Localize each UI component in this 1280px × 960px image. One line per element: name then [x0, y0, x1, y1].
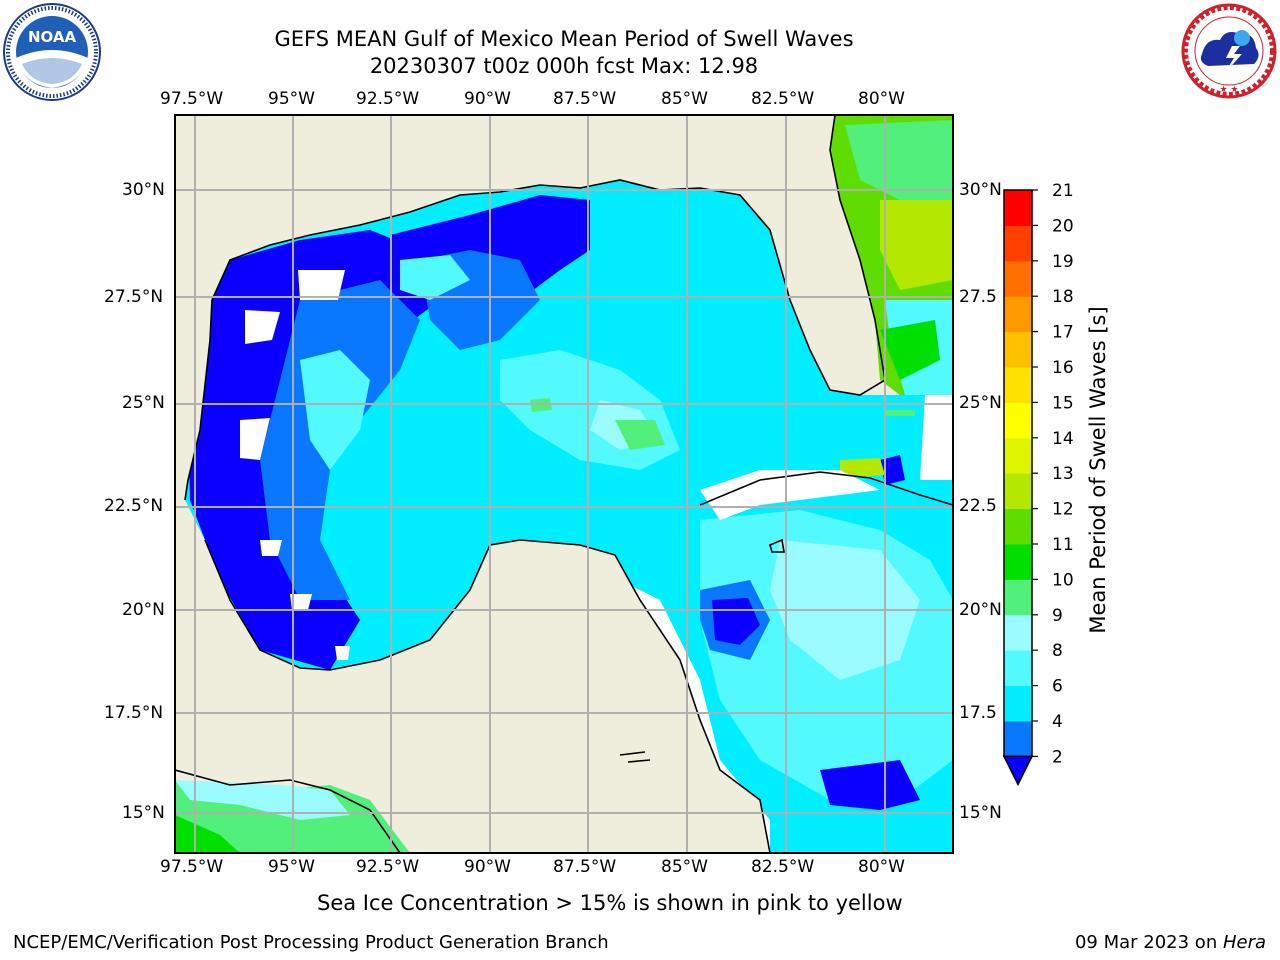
colorbar: 2 4 6 8 9 10 11 12 13 14 15 16 17 18 19 20 21	[1002, 181, 1074, 787]
colorbar-tick-label: 12	[1052, 500, 1074, 520]
ice-note: Sea Ice Concentration > 15% is shown in …	[317, 891, 903, 915]
colorbar-tick-label: 8	[1052, 641, 1063, 661]
lat-tick-right: 27.5	[959, 287, 997, 307]
svg-text:★ ★: ★ ★	[1220, 85, 1239, 95]
machine-name: Hera	[1222, 932, 1266, 953]
colorbar-tick-label: 4	[1052, 712, 1063, 732]
lat-tick-left: 22.5°N	[104, 496, 164, 516]
colorbar-tick-label: 16	[1052, 358, 1074, 378]
lon-tick-bottom: 87.5°W	[553, 857, 617, 877]
run-date-text: 09 Mar 2023 on	[1074, 932, 1223, 953]
lat-tick-right: 22.5	[959, 496, 997, 516]
colorbar-band	[1004, 544, 1032, 580]
lon-tick-top: 92.5°W	[356, 89, 420, 109]
colorbar-band	[1004, 402, 1032, 439]
colorbar-label: Mean Period of Swell Waves [s]	[1086, 306, 1110, 634]
noaa-logo: NOAA	[3, 3, 101, 101]
lat-tick-left: 30°N	[122, 180, 165, 200]
map-frame	[174, 114, 954, 854]
lat-tick-right: 15°N	[959, 803, 1002, 823]
colorbar-band	[1004, 473, 1032, 510]
branch-credit: NCEP/EMC/Verification Post Processing Pr…	[13, 932, 609, 953]
lon-tick-bottom: 80°W	[858, 857, 905, 877]
lat-tick-left: 17.5°N	[104, 703, 164, 723]
colorbar-band	[1004, 685, 1032, 722]
chart-title: GEFS MEAN Gulf of Mexico Mean Period of …	[274, 27, 854, 51]
colorbar-band	[1004, 614, 1032, 651]
colorbar-tick-label: 13	[1052, 464, 1074, 484]
lon-tick-top: 82.5°W	[751, 89, 815, 109]
lon-tick-top: 97.5°W	[160, 89, 224, 109]
lat-tick-right: 25°N	[959, 393, 1002, 413]
colorbar-tick-label: 19	[1052, 252, 1074, 272]
lon-tick-top: 90°W	[464, 89, 511, 109]
graticule	[175, 115, 953, 853]
lon-tick-bottom: 90°W	[464, 857, 511, 877]
lon-tick-bottom: 92.5°W	[356, 857, 420, 877]
nws-logo: ★ ★	[1181, 3, 1277, 99]
lon-tick-bottom: 95°W	[268, 857, 315, 877]
colorbar-tick-label: 20	[1052, 216, 1074, 236]
colorbar-tick-label: 15	[1052, 393, 1074, 413]
colorbar-tick-label: 2	[1052, 747, 1063, 767]
chart-subtitle: 20230307 t00z 000h fcst Max: 12.98	[369, 54, 759, 78]
lat-tick-right: 30°N	[959, 180, 1002, 200]
lat-tick-right: 17.5	[959, 703, 997, 723]
lat-tick-left: 20°N	[122, 600, 165, 620]
lat-tick-left: 25°N	[122, 393, 165, 413]
lon-tick-bottom: 82.5°W	[751, 857, 815, 877]
colorbar-band	[1004, 225, 1032, 262]
lon-tick-bottom: 97.5°W	[160, 857, 224, 877]
colorbar-band	[1004, 650, 1032, 687]
colorbar-tick-label: 14	[1052, 429, 1074, 449]
colorbar-tick-label: 17	[1052, 323, 1074, 343]
lon-tick-top: 80°W	[858, 89, 905, 109]
lat-tick-right: 20°N	[959, 600, 1002, 620]
colorbar-tick-label: 10	[1052, 570, 1074, 590]
colorbar-tick-label: 6	[1052, 677, 1063, 697]
colorbar-band	[1004, 190, 1032, 226]
lat-tick-left: 15°N	[122, 803, 165, 823]
lat-tick-left: 27.5°N	[104, 287, 164, 307]
colorbar-tick-label: 21	[1052, 181, 1074, 201]
run-date: 09 Mar 2023 on Hera	[1075, 932, 1266, 953]
noaa-logo-text: NOAA	[28, 28, 77, 46]
colorbar-band	[1004, 296, 1032, 333]
colorbar-extend-triangle	[1002, 755, 1034, 787]
colorbar-band	[1004, 331, 1032, 368]
lon-tick-bottom: 85°W	[661, 857, 708, 877]
colorbar-band	[1004, 721, 1032, 757]
colorbar-tick-label: 18	[1052, 287, 1074, 307]
colorbar-band	[1004, 367, 1032, 403]
colorbar-band	[1004, 508, 1032, 545]
colorbar-tick-label: 11	[1052, 535, 1074, 555]
colorbar-band	[1004, 579, 1032, 616]
lon-tick-top: 85°W	[661, 89, 708, 109]
colorbar-tick-label: 9	[1052, 606, 1063, 626]
lon-tick-top: 95°W	[268, 89, 315, 109]
colorbar-band	[1004, 437, 1032, 474]
lon-tick-top: 87.5°W	[553, 89, 617, 109]
colorbar-band	[1004, 260, 1032, 297]
